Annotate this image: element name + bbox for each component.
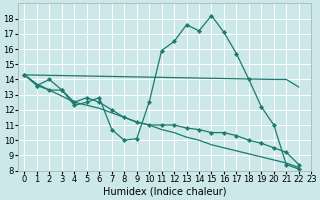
X-axis label: Humidex (Indice chaleur): Humidex (Indice chaleur) [103, 187, 227, 197]
